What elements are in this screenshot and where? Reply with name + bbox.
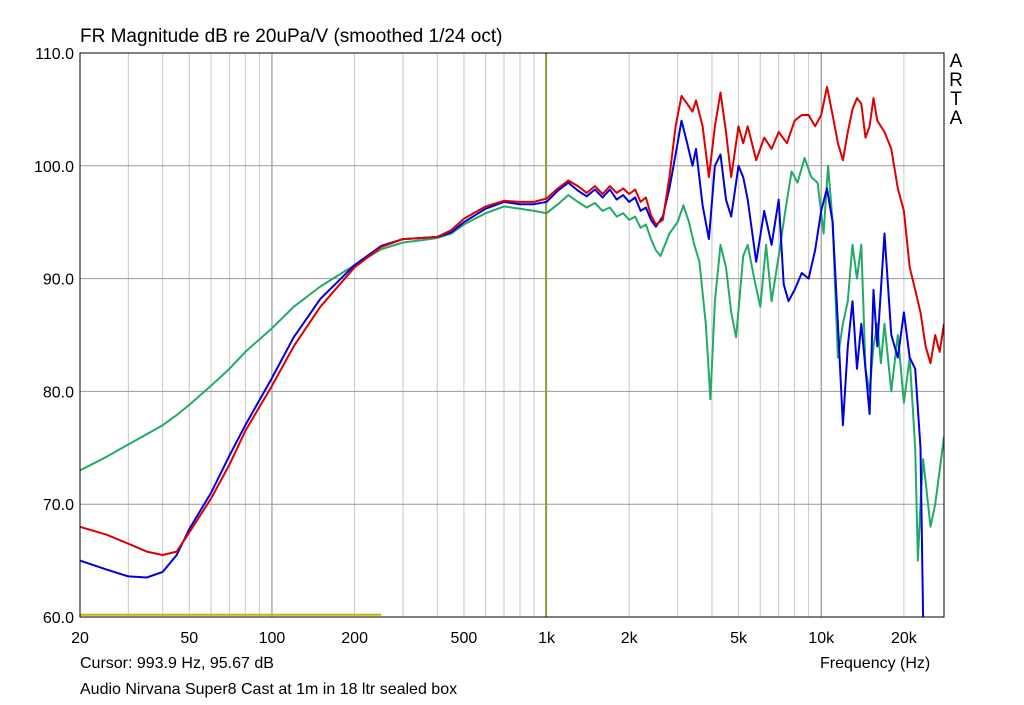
x-tick-label: 10k [808,630,835,647]
x-tick-label: 500 [451,630,478,647]
x-tick-label: 20 [71,630,89,647]
x-tick-label: 200 [341,630,368,647]
plot-frame [79,52,945,618]
blue-response-line [80,119,925,617]
chart-caption: Audio Nirvana Super8 Cast at 1m in 18 lt… [80,681,458,698]
green-response-line [80,156,944,562]
x-tick-label: 100 [259,630,286,647]
x-tick-label: 20k [891,630,918,647]
y-tick-label: 80.0 [43,384,74,401]
y-tick-label: 70.0 [43,497,74,514]
x-tick-label: 50 [180,630,198,647]
brand-letter: A [949,108,963,129]
chart-title: FR Magnitude dB re 20uPa/V (smoothed 1/2… [80,26,503,47]
y-tick-label: 110.0 [35,46,74,63]
tick-labels: 60.0 70.0 80.0 90.0 100.0 110.0 20 50 100 200 500 1… [34,46,918,647]
arta-brand: A R T A [948,52,964,128]
x-tick-label: 5k [730,630,748,647]
brand-letter: A [949,51,963,72]
x-tick-label: 2k [621,630,639,647]
y-tick-label: 100.0 [34,159,74,176]
red-response-line [80,85,944,556]
grid [80,52,944,618]
series-group [80,53,944,617]
y-tick-label: 60.0 [43,610,74,627]
cursor-readout: Cursor: 993.9 Hz, 95.67 dB [80,655,274,672]
x-axis-label: Frequency (Hz) [820,655,931,672]
brand-letter: T [950,89,962,110]
brand-letter: R [949,70,963,91]
x-tick-label: 1k [538,630,556,647]
y-tick-label: 90.0 [43,272,74,289]
